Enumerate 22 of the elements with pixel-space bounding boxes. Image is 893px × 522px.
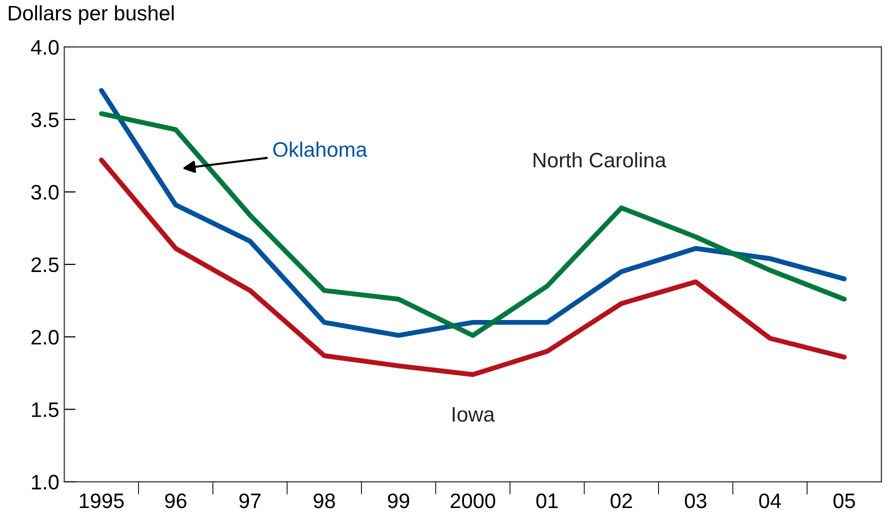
x-tick-label: 02 bbox=[610, 493, 632, 508]
x-tick-label: 05 bbox=[833, 493, 855, 508]
y-tick-label: 1.0 bbox=[32, 474, 59, 490]
series-label: Iowa bbox=[452, 407, 495, 422]
x-tick-label: 2000 bbox=[450, 493, 496, 508]
x-tick-label: 01 bbox=[536, 493, 558, 508]
y-tick-label: 2.5 bbox=[32, 257, 59, 272]
y-axis-title: Dollars per bushel bbox=[8, 5, 174, 25]
x-tick-label: 97 bbox=[239, 493, 261, 508]
y-tick-label: 2.0 bbox=[32, 330, 59, 345]
y-tick-label: 4.0 bbox=[30, 40, 59, 55]
text: Oklahoma bbox=[273, 142, 368, 157]
x-tick-label: 03 bbox=[684, 493, 706, 508]
x-tick-label: 98 bbox=[314, 493, 335, 508]
y-tick-label: 3.5 bbox=[31, 112, 59, 128]
x-tick-label: 1995 bbox=[80, 493, 124, 508]
x-tick-label: 99 bbox=[388, 493, 410, 508]
y-tick-label: 1.5 bbox=[32, 402, 59, 418]
text: North Carolina bbox=[534, 152, 666, 168]
y-tick-label: 3.0 bbox=[31, 184, 59, 200]
x-tick-label: 96 bbox=[165, 493, 186, 508]
x-tick-label: 04 bbox=[759, 493, 781, 508]
